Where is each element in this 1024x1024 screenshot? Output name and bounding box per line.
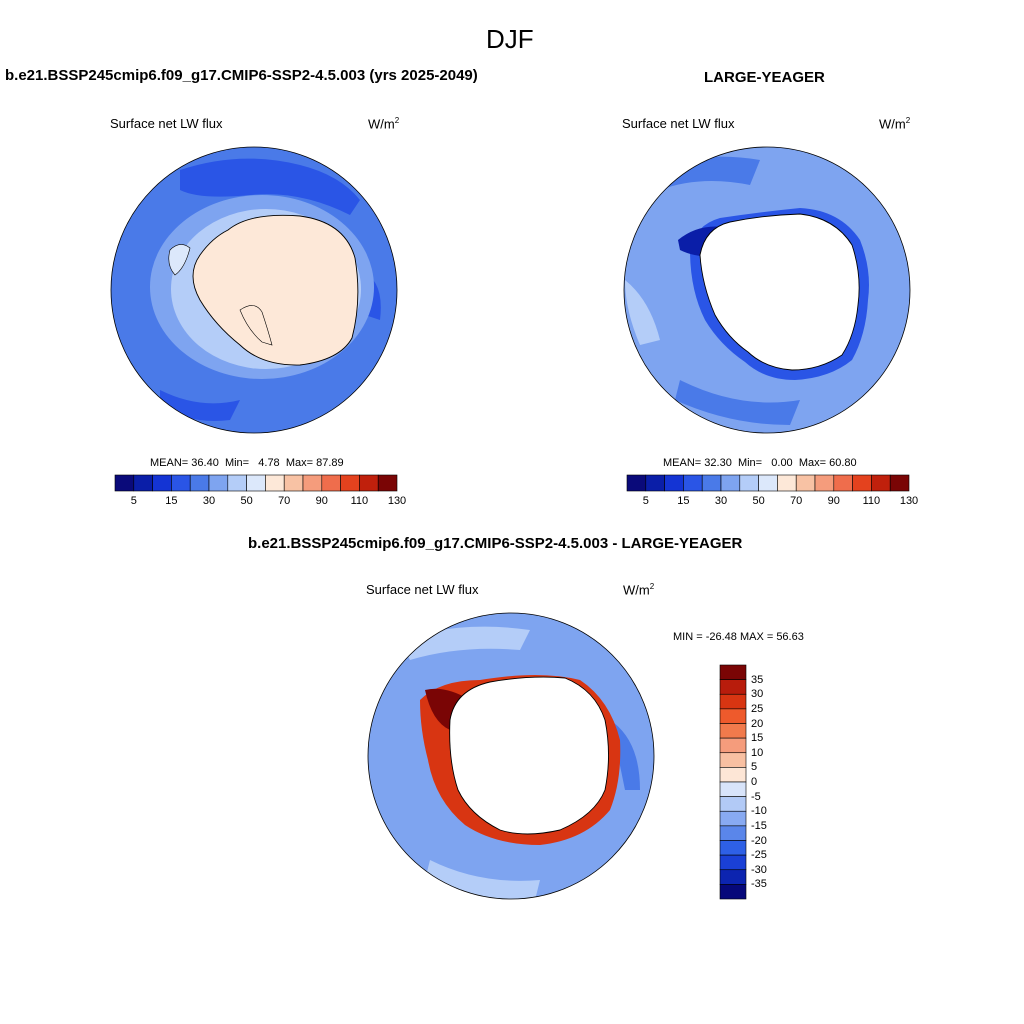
panel-2-colorbar-swatch <box>701 474 722 492</box>
panel-2-colorbar-tick-label: 30 <box>714 495 728 507</box>
panel-1-colorbar-swatch <box>302 474 323 492</box>
panel-3-colorbar-tick-label: -10 <box>751 805 767 818</box>
panel-2-colorbar-labels: 5 15 30 50 70 90 110 130 <box>627 495 918 509</box>
panel-1-colorbar-tick-label: 90 <box>315 495 328 507</box>
panel-1-colorbar-swatch <box>283 474 304 492</box>
panel-1-colorbar-swatch <box>152 474 172 492</box>
panel-2-colorbar-swatch <box>871 474 891 492</box>
panel-2-title: LARGE-YEAGER <box>704 69 825 86</box>
panel-1-colorbar-swatch <box>377 474 398 492</box>
panel-3-colorbar-swatch <box>719 869 747 885</box>
panel-3-colorbar-tick-label: 10 <box>751 746 764 759</box>
panel-1-colorbar-tick-label: 110 <box>350 495 369 507</box>
panel-3-colorbar-tick-label: 20 <box>751 717 764 730</box>
panel-2-colorbar-swatch <box>626 474 647 492</box>
panel-3-colorbar <box>719 664 747 900</box>
panel-1-title: b.e21.BSSP245cmip6.f09_g17.CMIP6-SSP2-4.… <box>5 67 478 84</box>
panel-1-colorbar-swatch <box>359 474 379 492</box>
panel-3-colorbar-tick-label: 15 <box>751 732 764 745</box>
panel-2-colorbar-swatch <box>852 474 872 492</box>
panel-3-colorbar-labels: 35 30 25 20 15 10 5 0 -5 -10 -15 -20 -25 -30 -35 <box>751 665 791 899</box>
panel-3-colorbar-swatch <box>719 796 747 812</box>
panel-3-title: b.e21.BSSP245cmip6.f09_g17.CMIP6-SSP2-4.… <box>248 535 743 552</box>
panel-3-colorbar-tick-label: -15 <box>751 819 767 832</box>
panel-1-colorbar-tick-label: 70 <box>278 495 291 507</box>
panel-3-colorbar-swatch <box>719 825 747 841</box>
panel-3-colorbar-tick-label: 25 <box>751 702 764 715</box>
panel-2-colorbar-tick-label: 110 <box>862 495 881 507</box>
panel-2-colorbar-swatch <box>777 474 797 492</box>
panel-1-colorbar-tick-label: 5 <box>130 495 137 507</box>
panel-3-colorbar-swatch <box>719 723 747 739</box>
panel-2-colorbar-swatch <box>758 474 778 492</box>
panel-3-colorbar-swatch <box>719 737 747 754</box>
panel-2-units: W/m2 <box>879 116 911 132</box>
panel-1-colorbar-swatch <box>340 474 360 492</box>
panel-3-colorbar-tick-label: -20 <box>751 834 767 847</box>
panel-2-colorbar-tick-label: 90 <box>827 495 840 507</box>
panel-2-colorbar-swatch <box>833 474 853 492</box>
panel-1-colorbar-swatch <box>227 474 247 492</box>
panel-2-colorbar <box>626 474 910 492</box>
panel-2-colorbar-tick-label: 15 <box>677 495 690 507</box>
panel-3-colorbar-swatch <box>719 810 747 827</box>
panel-2-variable: Surface net LW flux <box>622 116 735 131</box>
panel-3-colorbar-swatch <box>719 752 747 768</box>
panel-3-colorbar-swatch <box>719 679 747 695</box>
panel-3-colorbar-tick-label: -30 <box>751 863 767 876</box>
panel-3-colorbar-swatch <box>719 854 747 871</box>
panel-1-colorbar-swatch <box>321 474 341 492</box>
panel-3-colorbar-tick-label: -25 <box>751 849 767 862</box>
panel-1-units: W/m2 <box>368 116 400 132</box>
panel-2-colorbar-swatch <box>814 474 835 492</box>
panel-2-colorbar-swatch <box>739 474 759 492</box>
panel-1-variable: Surface net LW flux <box>110 116 223 131</box>
panel-1-colorbar-tick-label: 15 <box>165 495 178 507</box>
panel-3-colorbar-swatch <box>719 664 747 680</box>
panel-3-colorbar-tick-label: 5 <box>751 761 758 774</box>
panel-1-colorbar-swatch <box>133 474 153 492</box>
panel-2-stats: MEAN= 32.30 Min= 0.00 Max= 60.80 <box>663 457 857 469</box>
panel-1-colorbar-swatch <box>265 474 285 492</box>
panel-2-colorbar-tick-label: 130 <box>899 495 919 507</box>
panel-2-colorbar-swatch <box>683 474 703 492</box>
panel-1-colorbar-swatch <box>114 474 135 492</box>
panel-2-colorbar-swatch <box>795 474 816 492</box>
panel-1-colorbar-tick-label: 130 <box>387 495 407 507</box>
panel-1-colorbar-swatch <box>171 474 191 492</box>
figure-title: DJF <box>486 24 534 54</box>
panel-3-units: W/m2 <box>623 582 655 598</box>
panel-3-colorbar-swatch <box>719 693 747 710</box>
panel-1-colorbar-swatch <box>208 474 229 492</box>
panel-2-colorbar-tick-label: 70 <box>790 495 803 507</box>
panel-2-colorbar-tick-label: 50 <box>752 495 765 507</box>
panel-3-colorbar-tick-label: -5 <box>751 790 761 803</box>
panel-3-minmax: MIN = -26.48 MAX = 56.63 <box>673 631 804 643</box>
panel-2-colorbar-swatch <box>889 474 910 492</box>
panel-3-colorbar-swatch <box>719 781 747 797</box>
panel-2-colorbar-swatch <box>664 474 684 492</box>
panel-3-variable: Surface net LW flux <box>366 582 479 597</box>
panel-2-colorbar-swatch <box>645 474 665 492</box>
panel-3-colorbar-tick-label: 35 <box>751 673 764 686</box>
panel-3-colorbar-swatch <box>719 840 747 856</box>
panel-1-colorbar-labels: 5 15 30 50 70 90 110 130 <box>115 495 406 509</box>
panel-3-colorbar-tick-label: 0 <box>751 776 758 788</box>
panel-3-colorbar-tick-label: -35 <box>751 878 767 891</box>
panel-3-colorbar-swatch <box>719 708 747 724</box>
panel-1-stats: MEAN= 36.40 Min= 4.78 Max= 87.89 <box>150 457 344 469</box>
panel-3-colorbar-tick-label: 30 <box>751 688 764 701</box>
panel-2-colorbar-swatch <box>720 474 741 492</box>
panel-2-colorbar-tick-label: 5 <box>642 495 649 507</box>
panel-1-colorbar <box>114 474 398 492</box>
panel-1-colorbar-tick-label: 30 <box>202 495 216 507</box>
panel-3-colorbar-swatch <box>719 767 747 783</box>
panel-1-colorbar-swatch <box>189 474 210 492</box>
panel-1-colorbar-tick-label: 50 <box>240 495 253 507</box>
panel-1-colorbar-swatch <box>246 474 266 492</box>
panel-3-colorbar-swatch <box>719 884 747 900</box>
